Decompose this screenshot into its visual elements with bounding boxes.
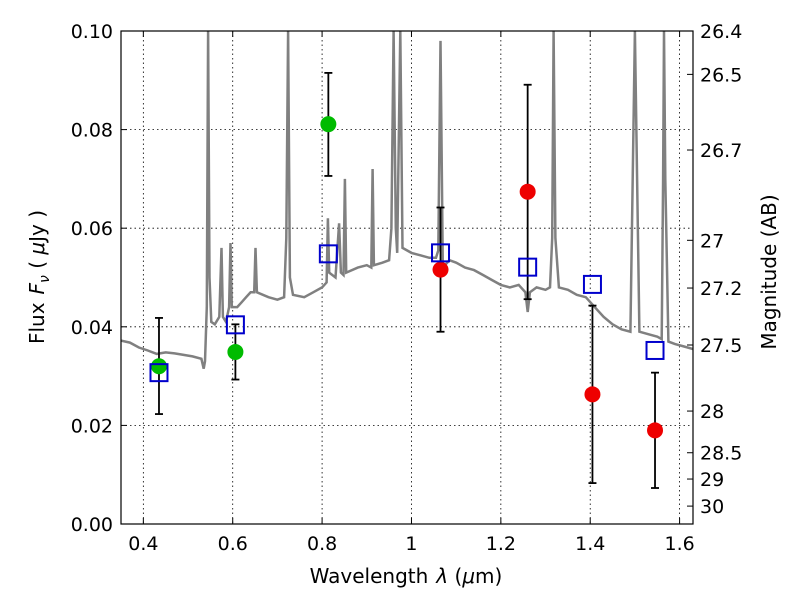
x-tick-label-6: 1.6 xyxy=(664,533,694,555)
red-point-2 xyxy=(584,386,601,403)
x-tick-label-2: 0.8 xyxy=(307,533,337,555)
x-tick-label-0: 0.4 xyxy=(128,533,158,555)
y-tick-label-5: 0.10 xyxy=(71,21,113,43)
y-tick-label-2: 0.04 xyxy=(71,317,113,339)
model-spectrum-line xyxy=(121,31,693,369)
blue-square-2 xyxy=(318,244,338,264)
red-point-3 xyxy=(647,422,664,439)
y-tick-label-0: 0.00 xyxy=(71,514,113,536)
magnitude-axis-label: Magnitude (AB) xyxy=(757,194,781,349)
x-tick-label-4: 1.2 xyxy=(486,533,516,555)
blue-square-0 xyxy=(149,363,169,383)
x-axis-label: Wavelength λ (μm) xyxy=(310,564,503,588)
mag-tick-label-4: 27.2 xyxy=(700,278,742,300)
y-tick-label-1: 0.02 xyxy=(71,415,113,437)
plot-frame xyxy=(120,30,694,525)
y-ticks: 0.00 0.02 0.04 0.06 0.08 0.10 xyxy=(71,21,127,536)
green-point-0 xyxy=(150,358,167,375)
x-tick-label-5: 1.4 xyxy=(575,533,605,555)
blue-square-3 xyxy=(431,243,451,263)
mag-tick-label-9: 30 xyxy=(700,496,724,518)
model-spectrum xyxy=(121,31,693,369)
x-ticks: 0.4 0.6 0.8 1 1.2 1.4 1.6 xyxy=(128,31,695,555)
y-tick-label-4: 0.08 xyxy=(71,120,113,142)
y-axis-label: FluxFν ( μJy ) xyxy=(25,210,53,344)
mag-tick-label-0: 26.4 xyxy=(700,21,742,43)
mag-tick-label-1: 26.5 xyxy=(700,64,742,86)
x-tick-label-1: 0.6 xyxy=(218,533,248,555)
red-point-1 xyxy=(519,183,536,200)
data-markers xyxy=(149,116,665,439)
blue-square-6 xyxy=(645,340,665,360)
blue-square-5 xyxy=(582,274,602,294)
blue-square-1 xyxy=(225,315,245,335)
mag-tick-label-3: 27 xyxy=(700,230,724,252)
mag-tick-label-6: 28 xyxy=(700,401,724,423)
x-tick-label-3: 1 xyxy=(405,533,417,555)
mag-tick-label-7: 28.5 xyxy=(700,443,742,465)
grid xyxy=(121,31,693,524)
mag-tick-label-2: 26.7 xyxy=(700,140,742,162)
mag-tick-label-5: 27.5 xyxy=(700,335,742,357)
blue-square-4 xyxy=(518,257,538,277)
y-tick-label-3: 0.06 xyxy=(71,218,113,240)
mag-tick-label-8: 29 xyxy=(700,469,724,491)
green-point-1 xyxy=(227,343,244,360)
magnitude-ticks: 26.4 26.5 26.7 27 27.2 27.5 28 28.5 29 30 xyxy=(687,21,742,518)
red-point-0 xyxy=(432,261,449,278)
green-point-2 xyxy=(320,116,337,133)
